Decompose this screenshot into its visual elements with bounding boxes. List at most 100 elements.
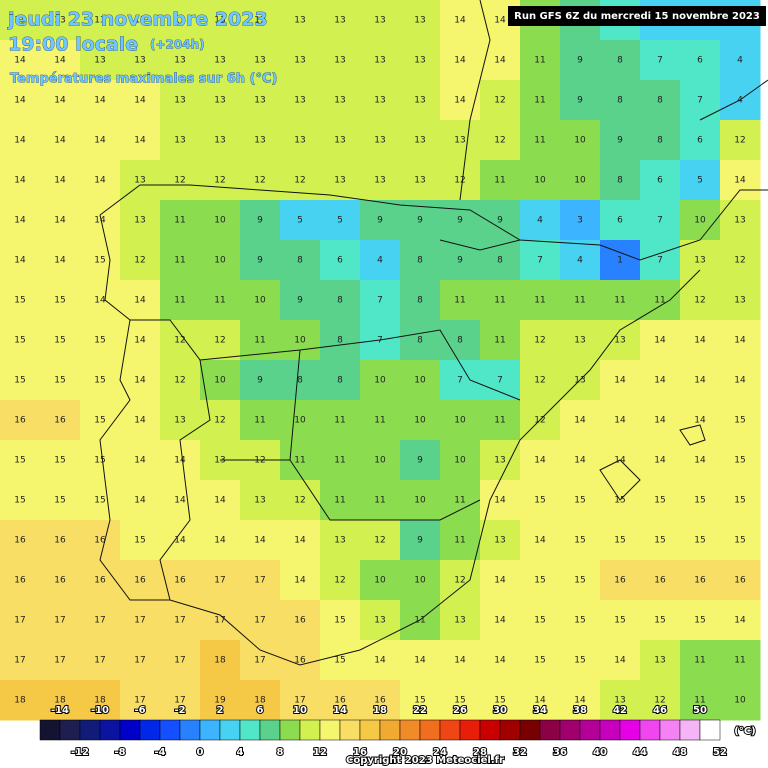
temp-value: 13 xyxy=(294,56,305,66)
temp-value: 14 xyxy=(254,536,266,546)
temp-cell xyxy=(320,480,361,521)
temp-value: 17 xyxy=(134,696,145,706)
temp-value: 13 xyxy=(254,496,265,506)
legend-swatch xyxy=(59,719,81,741)
legend-swatch xyxy=(259,719,281,741)
temp-cell xyxy=(0,480,41,521)
temp-cell xyxy=(560,600,601,641)
temp-cell xyxy=(240,400,281,441)
temp-value: 17 xyxy=(94,616,105,626)
temp-value: 16 xyxy=(94,536,106,546)
temp-value: 11 xyxy=(334,496,345,506)
temp-cell xyxy=(200,120,241,161)
legend-swatch xyxy=(559,719,581,741)
temp-value: 15 xyxy=(14,496,25,506)
temp-value: 13 xyxy=(214,96,225,106)
temp-cell xyxy=(360,600,401,641)
temp-cell xyxy=(360,160,401,201)
legend-swatch xyxy=(199,719,221,741)
temp-cell xyxy=(400,400,441,441)
temp-value: 11 xyxy=(654,296,665,306)
temp-value: 16 xyxy=(134,576,146,586)
temp-cell xyxy=(80,360,121,401)
temp-value: 16 xyxy=(94,576,106,586)
temp-cell xyxy=(360,480,401,521)
temp-value: 13 xyxy=(374,56,385,66)
temp-cell xyxy=(720,520,761,561)
temp-cell xyxy=(560,400,601,441)
temp-value: 14 xyxy=(14,216,26,226)
temp-cell xyxy=(40,520,81,561)
temp-cell xyxy=(600,680,641,721)
temp-cell xyxy=(560,520,601,561)
temp-cell xyxy=(120,280,161,321)
temp-value: 4 xyxy=(737,56,743,66)
temp-cell xyxy=(280,80,321,121)
temp-value: 15 xyxy=(134,536,145,546)
island xyxy=(599,424,706,501)
temp-cell xyxy=(0,200,41,241)
temp-value: 15 xyxy=(534,616,545,626)
temp-value: 9 xyxy=(297,296,303,306)
temp-cell xyxy=(0,640,41,681)
temp-value: 14 xyxy=(214,536,226,546)
temp-value: 15 xyxy=(14,336,25,346)
temp-value: 13 xyxy=(254,16,265,26)
legend-swatch xyxy=(219,719,241,741)
temp-cell xyxy=(400,680,441,721)
temp-cell xyxy=(440,280,481,321)
temp-value: 11 xyxy=(494,296,505,306)
temp-cell xyxy=(240,240,281,281)
temp-value: 15 xyxy=(54,376,65,386)
temp-cell xyxy=(400,520,441,561)
temp-value: 15 xyxy=(94,336,105,346)
temp-cell xyxy=(600,80,641,121)
temp-value: 14 xyxy=(134,296,146,306)
temp-cell xyxy=(240,200,281,241)
temp-cell xyxy=(280,680,321,721)
temp-value: 15 xyxy=(14,296,25,306)
temp-value: 14 xyxy=(494,576,506,586)
temp-cell xyxy=(240,160,281,201)
temp-value: 11 xyxy=(534,136,545,146)
time: 19:00 locale xyxy=(8,34,138,56)
temp-cell xyxy=(680,160,721,201)
temp-value: 14 xyxy=(694,376,706,386)
temp-cell xyxy=(640,480,681,521)
temp-value: 10 xyxy=(414,496,426,506)
temp-cell xyxy=(640,40,681,81)
temp-cell xyxy=(320,360,361,401)
temp-value: 17 xyxy=(94,656,105,666)
temp-cell xyxy=(80,520,121,561)
temp-value: 11 xyxy=(174,216,185,226)
temp-value: 16 xyxy=(654,576,666,586)
temp-value: 7 xyxy=(657,216,663,226)
temp-value: 10 xyxy=(214,216,226,226)
temp-value: 11 xyxy=(454,536,465,546)
legend-label: 10 xyxy=(293,705,307,716)
temp-value: 12 xyxy=(174,176,185,186)
temp-value: 14 xyxy=(614,656,626,666)
temp-cell xyxy=(360,400,401,441)
temp-cell xyxy=(320,240,361,281)
temp-cell xyxy=(200,40,241,81)
temp-value: 14 xyxy=(614,376,626,386)
legend-swatch xyxy=(679,719,701,741)
temp-cell xyxy=(240,0,281,41)
temp-value: 12 xyxy=(654,696,665,706)
temp-cell xyxy=(560,120,601,161)
temp-value: 17 xyxy=(14,616,25,626)
temp-value: 8 xyxy=(297,376,303,386)
temp-cell xyxy=(440,320,481,361)
legend-swatch xyxy=(379,719,401,741)
temp-value: 14 xyxy=(734,376,746,386)
temp-cell xyxy=(320,120,361,161)
temp-cell xyxy=(440,520,481,561)
temp-value: 9 xyxy=(257,256,263,266)
temp-value: 16 xyxy=(694,576,706,586)
temp-value: 17 xyxy=(254,616,265,626)
temp-value: 13 xyxy=(414,16,425,26)
temp-value: 14 xyxy=(694,456,706,466)
temp-value: 14 xyxy=(694,336,706,346)
temp-cell xyxy=(40,440,81,481)
